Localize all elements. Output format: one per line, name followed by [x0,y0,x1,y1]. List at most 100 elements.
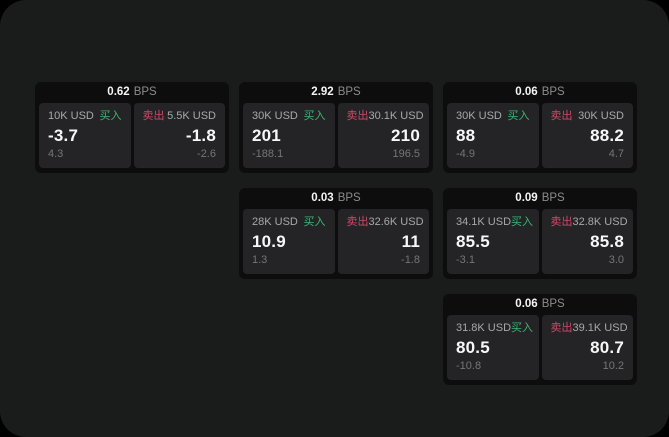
buy-quote-tile[interactable]: 34.1K USD 买入 85.5 -3.1 [447,209,539,274]
quote-card-body: 28K USD 买入 10.9 1.3 卖出 32.6K USD 11 -1.8 [239,209,433,279]
spread-value: 0.62 [107,86,130,98]
quote-card-body: 30K USD 买入 88 -4.9 卖出 30K USD 88.2 4.7 [443,103,637,173]
spread-value: 0.09 [515,192,538,204]
quote-card: 0.09 BPS 34.1K USD 买入 85.5 -3.1 卖出 32.8K… [443,188,637,279]
spread-unit: BPS [337,192,361,204]
sell-quote-tile[interactable]: 卖出 30.1K USD 210 196.5 [337,103,429,168]
sell-sub-value: 10.2 [602,360,624,372]
sell-amount: 32.6K USD [368,216,424,228]
quote-card-body: 34.1K USD 买入 85.5 -3.1 卖出 32.8K USD 85.8… [443,209,637,279]
sell-price: 85.8 [590,232,624,251]
quote-card: 0.03 BPS 28K USD 买入 10.9 1.3 卖出 32.6K US… [239,188,433,279]
spread-value: 0.06 [515,298,538,310]
sell-tile-top: 卖出 30K USD [551,110,625,123]
buy-sub-value: -10.8 [456,360,482,372]
spread-header: 0.06 BPS [443,82,637,103]
buy-amount: 10K USD [48,110,94,122]
buy-price: 80.5 [456,338,490,357]
spread-unit: BPS [541,192,565,204]
buy-price: -3.7 [48,126,79,145]
sell-sub-value: 3.0 [608,254,624,266]
buy-quote-tile[interactable]: 28K USD 买入 10.9 1.3 [243,209,335,274]
buy-amount: 31.8K USD [456,322,512,334]
spread-header: 0.06 BPS [443,294,637,315]
buy-sub-value: -4.9 [456,148,475,160]
sell-price: -1.8 [185,126,216,145]
sell-price: 11 [401,232,420,251]
sell-amount: 32.8K USD [572,216,628,228]
buy-tile-top: 10K USD 买入 [48,110,122,123]
buy-tile-top: 28K USD 买入 [252,216,326,229]
sell-tile-top: 卖出 5.5K USD [143,110,217,123]
buy-tile-top: 34.1K USD 买入 [456,216,534,229]
sell-sub-value: 4.7 [608,148,624,160]
buy-tile-top: 30K USD 买入 [456,110,530,123]
buy-price: 201 [252,126,281,145]
buy-sub-value: -3.1 [456,254,475,266]
buy-price: 85.5 [456,232,490,251]
sell-side-label: 卖出 [346,216,369,228]
sell-sub-value: 196.5 [392,148,420,160]
spread-header: 0.09 BPS [443,188,637,209]
sell-amount: 39.1K USD [572,322,628,334]
sell-quote-tile[interactable]: 卖出 30K USD 88.2 4.7 [541,103,633,168]
buy-sub-value: 4.3 [48,148,64,160]
sell-side-label: 卖出 [346,110,369,122]
buy-sub-value: 1.3 [252,254,268,266]
spread-header: 0.03 BPS [239,188,433,209]
quote-cards-grid: 0.62 BPS 10K USD 买入 -3.7 4.3 卖出 5.5K USD [35,82,637,385]
spread-header: 2.92 BPS [239,82,433,103]
sell-amount: 30.1K USD [368,110,424,122]
sell-side-label: 卖出 [142,110,165,122]
sell-amount: 30K USD [578,110,624,122]
spread-unit: BPS [541,86,565,98]
spread-header: 0.62 BPS [35,82,229,103]
buy-side-label: 买入 [303,216,326,228]
spread-unit: BPS [337,86,361,98]
buy-quote-tile[interactable]: 10K USD 买入 -3.7 4.3 [39,103,131,168]
buy-amount: 28K USD [252,216,298,228]
sell-tile-top: 卖出 30.1K USD [346,110,424,123]
buy-amount: 34.1K USD [456,216,512,228]
buy-price: 10.9 [252,232,286,251]
quote-card-body: 10K USD 买入 -3.7 4.3 卖出 5.5K USD -1.8 -2.… [35,103,229,173]
buy-quote-tile[interactable]: 30K USD 买入 201 -188.1 [243,103,335,168]
buy-side-label: 买入 [507,110,530,122]
sell-sub-value: -2.6 [197,148,216,160]
spread-value: 0.06 [515,86,538,98]
sell-tile-top: 卖出 32.8K USD [550,216,628,229]
sell-sub-value: -1.8 [401,254,420,266]
buy-side-label: 买入 [99,110,122,122]
sell-tile-top: 卖出 39.1K USD [550,322,628,335]
buy-side-label: 买入 [511,322,534,334]
quote-card: 2.92 BPS 30K USD 买入 201 -188.1 卖出 30.1K … [239,82,433,173]
buy-price: 88 [456,126,476,145]
quote-card-body: 30K USD 买入 201 -188.1 卖出 30.1K USD 210 1… [239,103,433,173]
buy-quote-tile[interactable]: 31.8K USD 买入 80.5 -10.8 [447,315,539,380]
sell-quote-tile[interactable]: 卖出 39.1K USD 80.7 10.2 [541,315,633,380]
sell-price: 80.7 [590,338,624,357]
buy-tile-top: 30K USD 买入 [252,110,326,123]
quote-card: 0.06 BPS 30K USD 买入 88 -4.9 卖出 30K USD [443,82,637,173]
spread-unit: BPS [541,298,565,310]
spread-value: 2.92 [311,86,334,98]
sell-price: 88.2 [590,126,624,145]
spread-value: 0.03 [311,192,334,204]
buy-side-label: 买入 [511,216,534,228]
quote-card: 0.62 BPS 10K USD 买入 -3.7 4.3 卖出 5.5K USD [35,82,229,173]
spread-unit: BPS [133,86,157,98]
buy-amount: 30K USD [456,110,502,122]
sell-price: 210 [391,126,420,145]
sell-quote-tile[interactable]: 卖出 32.8K USD 85.8 3.0 [541,209,633,274]
sell-side-label: 卖出 [550,216,573,228]
quote-card-body: 31.8K USD 买入 80.5 -10.8 卖出 39.1K USD 80.… [443,315,637,385]
buy-sub-value: -188.1 [252,148,284,160]
sell-quote-tile[interactable]: 卖出 32.6K USD 11 -1.8 [337,209,429,274]
buy-tile-top: 31.8K USD 买入 [456,322,534,335]
sell-quote-tile[interactable]: 卖出 5.5K USD -1.8 -2.6 [133,103,225,168]
buy-amount: 30K USD [252,110,298,122]
sell-side-label: 卖出 [550,322,573,334]
sell-tile-top: 卖出 32.6K USD [346,216,424,229]
buy-quote-tile[interactable]: 30K USD 买入 88 -4.9 [447,103,539,168]
